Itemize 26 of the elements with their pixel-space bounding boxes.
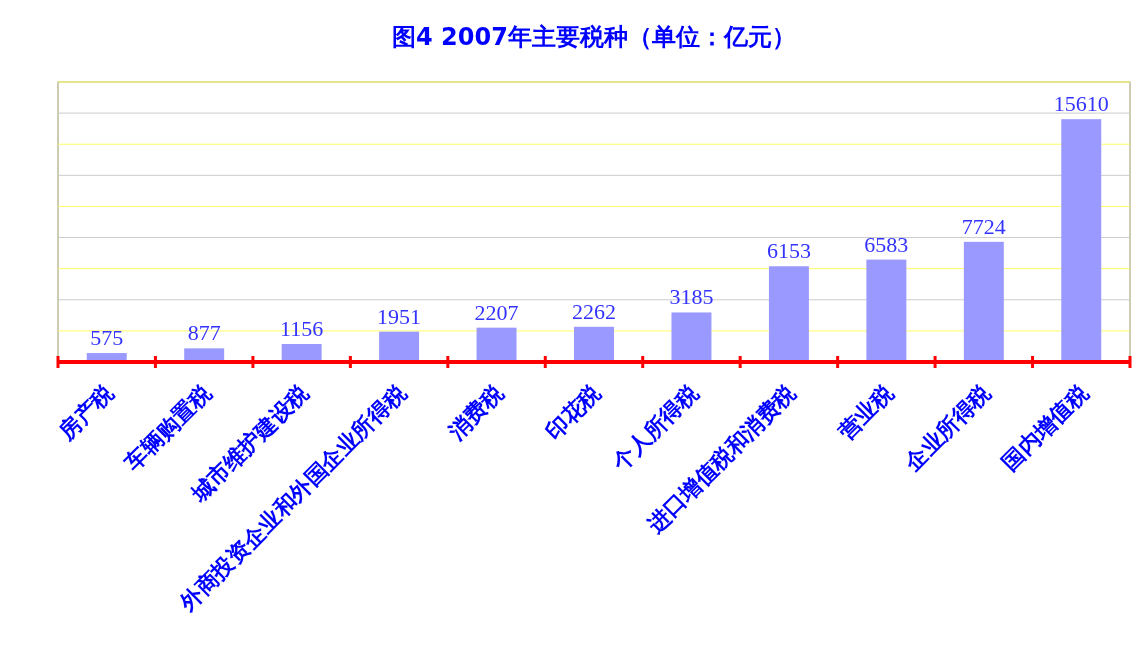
data-label: 1156 xyxy=(280,316,324,342)
bar xyxy=(671,312,712,362)
chart-title: 图4 2007年主要税种（单位：亿元） xyxy=(392,23,796,51)
bar xyxy=(476,327,517,362)
x-tick-label: 房产税 xyxy=(53,379,119,445)
bar xyxy=(866,259,907,362)
x-tick-label: 消费税 xyxy=(443,379,509,445)
data-label: 877 xyxy=(187,320,221,346)
bar xyxy=(574,326,614,362)
data-label: 1951 xyxy=(377,303,422,329)
bar xyxy=(1061,119,1102,362)
bar xyxy=(379,331,420,362)
data-label: 15610 xyxy=(1053,91,1109,117)
data-label: 2262 xyxy=(572,298,616,324)
data-label: 2207 xyxy=(474,299,519,325)
data-label: 6153 xyxy=(766,238,811,264)
bar xyxy=(963,241,1004,362)
data-label: 575 xyxy=(90,325,124,351)
data-label: 7724 xyxy=(961,213,1006,239)
x-tick-label: 印花税 xyxy=(541,379,607,445)
x-tick-label: 营业税 xyxy=(832,379,899,445)
x-tick-label: 企业所得税 xyxy=(899,379,997,477)
bar xyxy=(768,266,809,362)
data-label: 6583 xyxy=(864,231,909,257)
data-label: 3185 xyxy=(669,284,714,310)
x-tick-label: 国内增值税 xyxy=(997,379,1094,476)
